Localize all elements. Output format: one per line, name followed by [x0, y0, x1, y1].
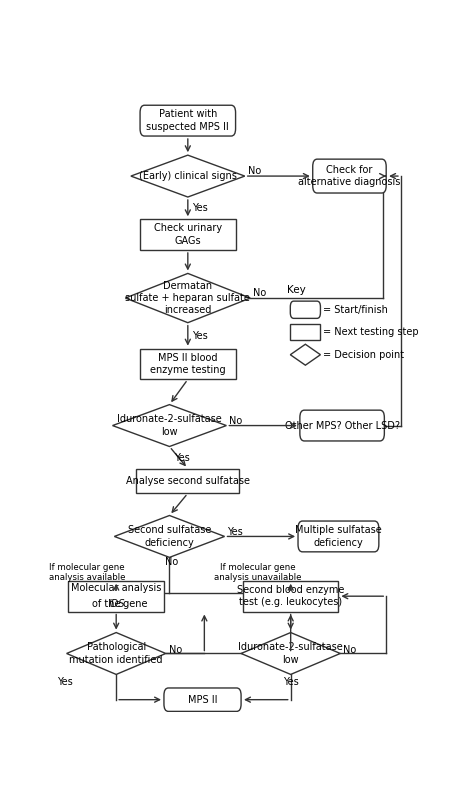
Text: Second sulfatase
deficiency: Second sulfatase deficiency — [128, 526, 211, 548]
Text: Pathological
mutation identified: Pathological mutation identified — [69, 642, 163, 665]
Text: If molecular gene
analysis unavailable: If molecular gene analysis unavailable — [214, 563, 301, 582]
Text: Second blood enzyme
test (e.g. leukocytes): Second blood enzyme test (e.g. leukocyte… — [237, 585, 345, 607]
Text: = Next testing step: = Next testing step — [323, 327, 419, 337]
Text: = Decision point: = Decision point — [323, 350, 404, 360]
Text: Check urinary
GAGs: Check urinary GAGs — [154, 223, 222, 246]
FancyBboxPatch shape — [164, 688, 241, 711]
Text: gene: gene — [120, 599, 147, 610]
Text: Yes: Yes — [228, 526, 243, 537]
Bar — [140, 219, 236, 250]
Bar — [290, 324, 320, 340]
Text: MPS II: MPS II — [188, 694, 217, 705]
Text: Dermatan
sulfate + heparan sulfate
increased: Dermatan sulfate + heparan sulfate incre… — [126, 281, 250, 315]
Text: = Start/finish: = Start/finish — [323, 305, 388, 314]
Bar — [68, 581, 164, 611]
Text: Yes: Yes — [192, 330, 208, 341]
Text: No: No — [229, 416, 243, 426]
Text: Patient with
suspected MPS II: Patient with suspected MPS II — [146, 110, 229, 132]
FancyBboxPatch shape — [290, 301, 320, 318]
Text: Yes: Yes — [174, 453, 190, 462]
Text: No: No — [164, 558, 178, 567]
Text: Other MPS? Other LSD?: Other MPS? Other LSD? — [284, 421, 400, 430]
Text: Check for
alternative diagnosis: Check for alternative diagnosis — [298, 165, 401, 187]
Text: MPS II blood
enzyme testing: MPS II blood enzyme testing — [150, 353, 226, 375]
Polygon shape — [66, 633, 166, 674]
Text: Yes: Yes — [192, 203, 208, 213]
FancyBboxPatch shape — [298, 521, 379, 552]
Polygon shape — [131, 155, 245, 197]
Text: If molecular gene
analysis available: If molecular gene analysis available — [48, 563, 125, 582]
Polygon shape — [125, 274, 250, 322]
Text: No: No — [248, 166, 261, 176]
Text: No: No — [253, 288, 266, 298]
FancyBboxPatch shape — [313, 159, 386, 193]
Text: Analyse second sulfatase: Analyse second sulfatase — [126, 476, 250, 486]
Text: No: No — [169, 646, 182, 655]
FancyBboxPatch shape — [300, 410, 384, 441]
Bar — [140, 349, 236, 379]
Text: Multiple sulfatase
deficiency: Multiple sulfatase deficiency — [295, 526, 382, 548]
Text: Iduronate-2-sulfatase
low: Iduronate-2-sulfatase low — [117, 414, 222, 437]
Text: (Early) clinical signs: (Early) clinical signs — [139, 171, 237, 181]
Text: IDS: IDS — [109, 599, 126, 610]
Text: No: No — [343, 646, 356, 655]
Text: Molecular analysis: Molecular analysis — [71, 583, 161, 593]
Text: Yes: Yes — [283, 677, 299, 687]
Text: of the: of the — [92, 599, 124, 610]
Text: Key: Key — [287, 285, 306, 295]
Polygon shape — [241, 633, 340, 674]
Polygon shape — [290, 344, 320, 365]
Text: Yes: Yes — [57, 677, 73, 687]
Bar — [243, 581, 338, 611]
Polygon shape — [112, 405, 227, 446]
Text: Iduronate-2-sulfatase
low: Iduronate-2-sulfatase low — [238, 642, 343, 665]
FancyBboxPatch shape — [140, 106, 236, 136]
Polygon shape — [114, 515, 225, 558]
Bar — [137, 469, 239, 494]
